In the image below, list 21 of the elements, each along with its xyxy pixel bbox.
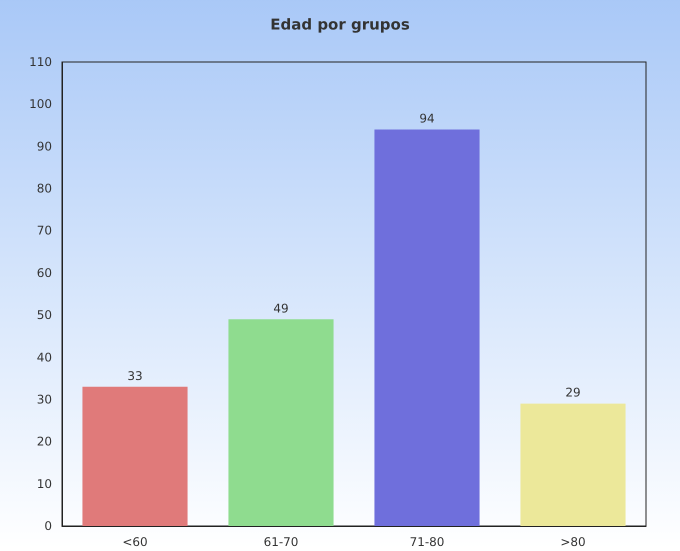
- y-tick-label: 80: [36, 182, 52, 196]
- x-tick-label: 71-80: [410, 535, 444, 549]
- y-tick-label: 60: [36, 266, 52, 280]
- data-label: 33: [127, 368, 143, 383]
- y-tick-label: 30: [36, 392, 52, 406]
- y-tick-label: 110: [29, 55, 52, 69]
- data-label: 29: [565, 386, 581, 400]
- y-tick-label: 50: [36, 308, 52, 322]
- y-tick-label: 100: [29, 97, 52, 112]
- y-tick-label: 70: [36, 224, 52, 238]
- x-tick-label: 61-70: [264, 535, 298, 549]
- y-tick-label: 90: [36, 139, 52, 154]
- y-tick-label: 20: [36, 434, 52, 449]
- y-tick-label: 0: [44, 519, 52, 533]
- y-tick-label: 40: [36, 350, 52, 364]
- x-tick-label: >80: [560, 535, 586, 549]
- y-tick-label: 10: [36, 476, 52, 491]
- x-tick-label: <60: [122, 535, 148, 549]
- data-label: 49: [273, 301, 289, 316]
- data-label: 94: [419, 111, 435, 126]
- chart-title: Edad por grupos: [270, 16, 410, 34]
